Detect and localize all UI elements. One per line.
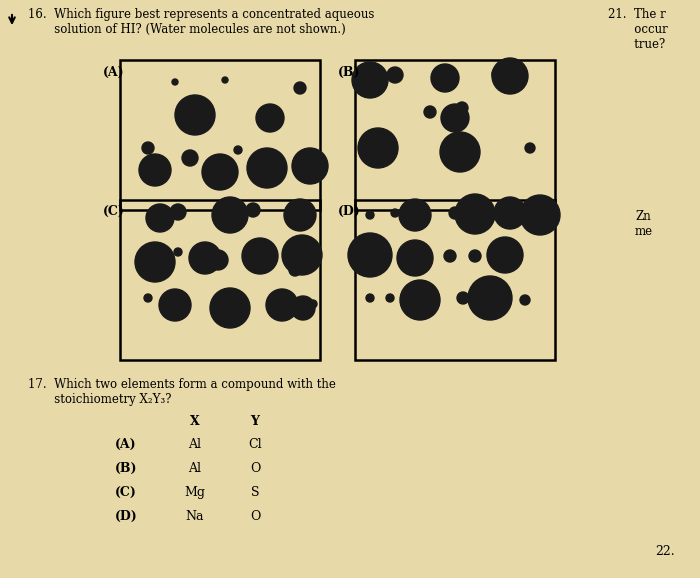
- Circle shape: [212, 197, 248, 233]
- Circle shape: [208, 250, 228, 270]
- Circle shape: [234, 146, 242, 154]
- Circle shape: [387, 67, 403, 83]
- Text: Al: Al: [188, 462, 202, 475]
- Circle shape: [282, 235, 322, 275]
- Circle shape: [247, 148, 287, 188]
- Circle shape: [291, 296, 315, 320]
- Circle shape: [487, 237, 523, 273]
- Circle shape: [358, 128, 398, 168]
- Circle shape: [289, 264, 301, 276]
- Circle shape: [294, 82, 306, 94]
- Circle shape: [399, 199, 431, 231]
- Text: X: X: [190, 415, 200, 428]
- Circle shape: [174, 248, 182, 256]
- Circle shape: [469, 250, 481, 262]
- Text: (B): (B): [115, 462, 137, 475]
- Text: (A): (A): [115, 438, 136, 451]
- Circle shape: [449, 207, 461, 219]
- Circle shape: [494, 197, 526, 229]
- Text: 21.  The r
       occur
       true?: 21. The r occur true?: [608, 8, 668, 51]
- Text: (D): (D): [338, 205, 360, 218]
- Circle shape: [175, 95, 215, 135]
- Circle shape: [366, 211, 374, 219]
- Text: Cl: Cl: [248, 438, 262, 451]
- Circle shape: [440, 132, 480, 172]
- Circle shape: [431, 64, 459, 92]
- Circle shape: [492, 66, 508, 82]
- Text: (B): (B): [338, 66, 360, 79]
- Circle shape: [222, 77, 228, 83]
- Circle shape: [210, 288, 250, 328]
- Circle shape: [292, 148, 328, 184]
- Circle shape: [386, 294, 394, 302]
- Circle shape: [424, 106, 436, 118]
- Text: S: S: [251, 486, 259, 499]
- Circle shape: [189, 242, 221, 274]
- Bar: [355, 200, 555, 360]
- Circle shape: [492, 58, 528, 94]
- Circle shape: [309, 300, 317, 308]
- Circle shape: [202, 154, 238, 190]
- Circle shape: [266, 289, 298, 321]
- Circle shape: [170, 204, 186, 220]
- Circle shape: [444, 250, 456, 262]
- Circle shape: [441, 104, 469, 132]
- Circle shape: [246, 203, 260, 217]
- Circle shape: [182, 150, 198, 166]
- Circle shape: [144, 294, 152, 302]
- Text: (C): (C): [115, 486, 137, 499]
- Circle shape: [400, 280, 440, 320]
- Text: (A): (A): [103, 66, 125, 79]
- Circle shape: [456, 102, 468, 114]
- Text: O: O: [250, 462, 260, 475]
- Text: (C): (C): [103, 205, 125, 218]
- Circle shape: [146, 204, 174, 232]
- Circle shape: [284, 199, 316, 231]
- Text: Y: Y: [251, 415, 260, 428]
- Circle shape: [135, 242, 175, 282]
- Circle shape: [468, 276, 512, 320]
- Circle shape: [348, 233, 392, 277]
- Circle shape: [159, 289, 191, 321]
- Text: (D): (D): [115, 510, 138, 523]
- Text: Al: Al: [188, 438, 202, 451]
- Circle shape: [457, 292, 469, 304]
- Text: 22.: 22.: [655, 545, 675, 558]
- Circle shape: [142, 142, 154, 154]
- Circle shape: [139, 154, 171, 186]
- Circle shape: [242, 238, 278, 274]
- Circle shape: [256, 104, 284, 132]
- Text: 16.  Which figure best represents a concentrated aqueous
       solution of HI? : 16. Which figure best represents a conce…: [28, 8, 375, 36]
- Circle shape: [525, 143, 535, 153]
- Text: 17.  Which two elements form a compound with the
       stoichiometry X₂Y₃?: 17. Which two elements form a compound w…: [28, 378, 336, 406]
- Circle shape: [352, 62, 388, 98]
- Circle shape: [455, 194, 495, 234]
- Text: O: O: [250, 510, 260, 523]
- Circle shape: [172, 79, 178, 85]
- Text: Mg: Mg: [185, 486, 206, 499]
- Bar: [355, 60, 555, 210]
- Text: Zn
me: Zn me: [635, 210, 653, 238]
- Circle shape: [529, 209, 541, 221]
- Circle shape: [520, 295, 530, 305]
- Text: Na: Na: [186, 510, 204, 523]
- Circle shape: [366, 294, 374, 302]
- Circle shape: [397, 240, 433, 276]
- Circle shape: [520, 195, 560, 235]
- Bar: [120, 200, 320, 360]
- Circle shape: [391, 209, 399, 217]
- Bar: [120, 60, 320, 210]
